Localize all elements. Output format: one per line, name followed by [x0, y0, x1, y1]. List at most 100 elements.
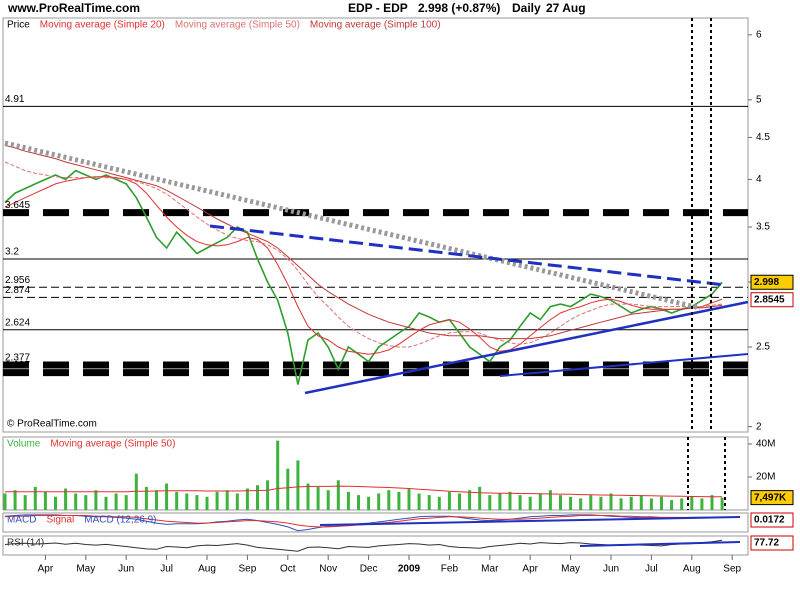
volume-bar — [367, 496, 371, 510]
x-tick-label: Jun — [603, 564, 619, 575]
volume-bar — [336, 480, 340, 510]
volume-bar — [215, 491, 219, 510]
volume-bar — [488, 495, 492, 510]
volume-bar — [589, 495, 593, 510]
volume-bar — [720, 497, 724, 510]
x-tick-label: Jun — [118, 564, 134, 575]
x-tick-label: Aug — [683, 564, 701, 575]
volume-bar — [235, 493, 239, 510]
series-line — [4, 161, 723, 348]
x-tick-label: May — [561, 564, 580, 575]
volume-bar — [548, 490, 552, 510]
volume-bar — [447, 491, 451, 510]
volume-bar — [690, 496, 694, 510]
volume-bar — [437, 496, 441, 510]
x-tick-label: 2009 — [398, 564, 421, 575]
volume-bar — [94, 490, 98, 510]
trend-line — [319, 516, 741, 526]
x-tick-label: Aug — [198, 564, 216, 575]
series-line — [5, 485, 723, 498]
series-line — [4, 144, 723, 340]
x-tick-label: Jul — [160, 564, 173, 575]
title: EDP - EDP — [348, 1, 408, 15]
volume-bar — [468, 490, 472, 510]
legend-entry: RSI (14) — [7, 538, 44, 549]
volume-bar — [13, 490, 17, 510]
level-label: 2.874 — [5, 285, 30, 296]
volume-bar — [306, 483, 310, 510]
x-tick-label: Feb — [441, 564, 459, 575]
x-tick-label: May — [76, 564, 95, 575]
volume-bar — [559, 495, 562, 510]
volume-bar — [124, 495, 128, 510]
volume-bar — [498, 493, 502, 510]
volume-bar — [326, 490, 330, 510]
volume-bar — [407, 488, 411, 510]
trend-line — [579, 541, 741, 547]
legend-entry: MACD — [7, 515, 36, 526]
x-tick-label: Mar — [481, 564, 499, 575]
volume-bar — [427, 495, 431, 510]
watermark: © ProRealTime.com — [7, 419, 97, 430]
level-label: 3.645 — [5, 200, 30, 211]
volume-bar — [43, 491, 47, 510]
volume-bar — [710, 495, 714, 510]
value-box — [750, 535, 794, 551]
value-box-label: 0.0172 — [754, 515, 785, 526]
level-label: 2.624 — [5, 317, 30, 328]
volume-bar — [84, 495, 88, 510]
legend-entry: Moving average (Simple 100) — [310, 20, 441, 31]
volume-bar — [134, 473, 138, 510]
level-label: 3.2 — [5, 247, 19, 258]
volume-bar — [528, 496, 532, 510]
legend-entry: MACD (12,26,9) — [84, 515, 156, 526]
legend-entry: Moving average (Simple 50) — [50, 439, 175, 450]
value-box — [750, 274, 794, 290]
value-box — [750, 512, 794, 528]
trend-line — [4, 140, 701, 311]
volume-bar — [114, 493, 118, 510]
panel — [3, 440, 724, 510]
volume-bar — [680, 498, 684, 510]
volume-bar — [377, 493, 381, 510]
value-box-label: 2.8545 — [754, 294, 785, 305]
period: Daily — [512, 1, 541, 15]
volume-bar — [579, 498, 583, 510]
volume-bar — [276, 440, 280, 510]
legend-entry: Price — [7, 20, 30, 31]
level-label: 2.327 — [5, 360, 30, 371]
volume-bar — [195, 495, 199, 510]
volume-bar — [700, 498, 704, 510]
volume-bar — [478, 486, 482, 510]
y-tick-label: 4.5 — [756, 132, 770, 143]
quote: 2.998 (+0.87%) — [418, 1, 500, 15]
y-tick-label: 4 — [756, 174, 762, 185]
volume-bar — [346, 491, 350, 510]
panel-frame — [2, 535, 749, 556]
x-tick-label: Sep — [723, 564, 741, 575]
x-tick-label: Sep — [239, 564, 257, 575]
x-tick-label: Jul — [645, 564, 658, 575]
volume-bar — [54, 496, 57, 510]
volume-bar — [569, 496, 573, 510]
volume-bar — [639, 495, 643, 510]
volume-bar — [205, 496, 209, 510]
legend-entry: Moving average (Simple 20) — [40, 20, 165, 31]
volume-bar — [397, 491, 401, 510]
y-tick-label: 6 — [756, 29, 762, 40]
volume-bar — [185, 493, 189, 510]
x-tick-label: Nov — [319, 564, 337, 575]
volume-bar — [629, 496, 633, 510]
volume-bar — [649, 498, 653, 510]
volume-bar — [155, 490, 158, 510]
volume-bar — [357, 495, 360, 510]
volume-bar — [175, 491, 179, 510]
volume-bar — [64, 488, 68, 510]
y-tick-label: 2 — [756, 421, 762, 432]
legend-entry: Volume — [7, 439, 41, 450]
volume-bar — [538, 493, 542, 510]
y-tick-label: 40M — [756, 439, 775, 450]
volume-bar — [599, 496, 603, 510]
y-tick-label: 5 — [756, 94, 762, 105]
